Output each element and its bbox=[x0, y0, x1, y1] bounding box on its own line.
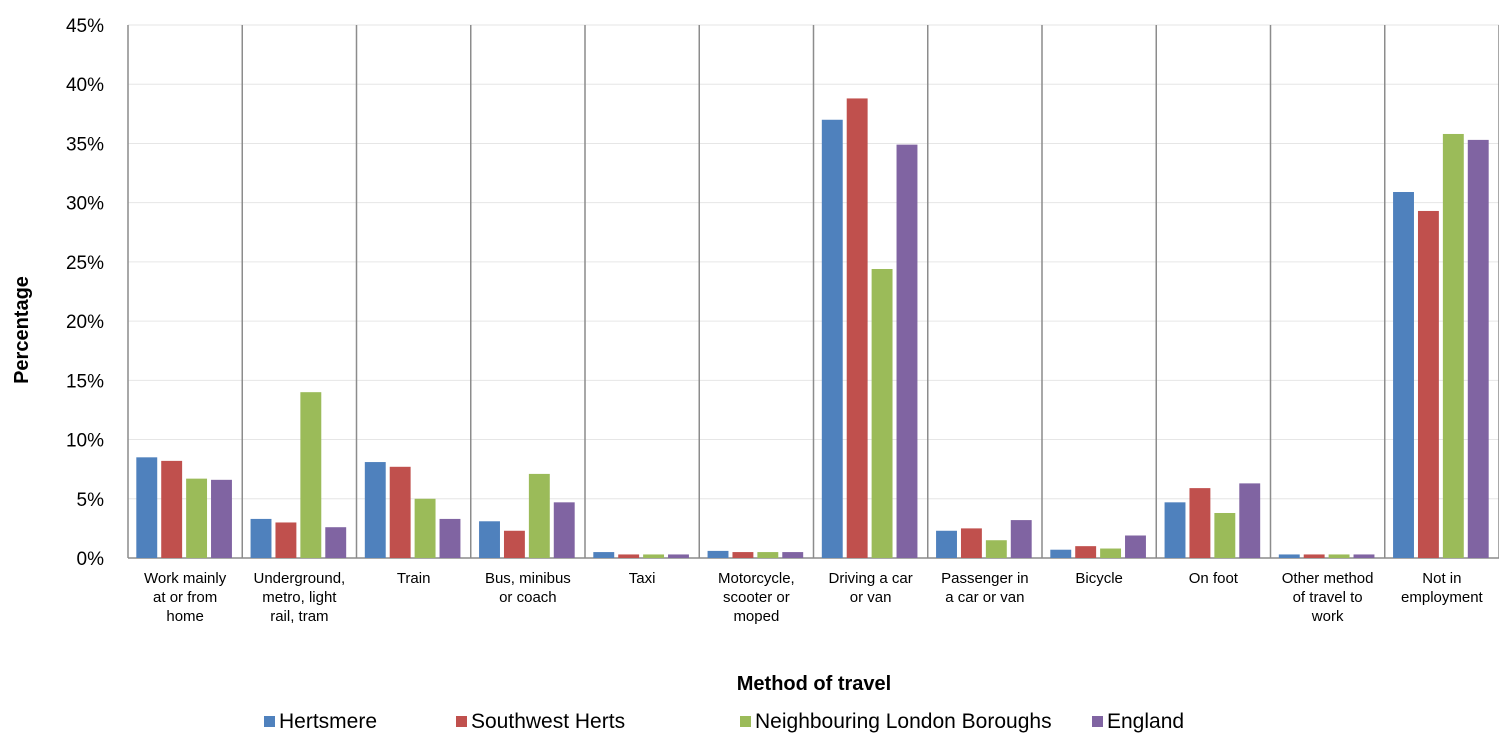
bar bbox=[668, 554, 689, 558]
bars bbox=[136, 98, 1489, 559]
bar bbox=[1442, 133, 1464, 559]
bar bbox=[896, 144, 918, 558]
y-tick-label: 40% bbox=[66, 75, 104, 96]
bar bbox=[1125, 535, 1146, 558]
y-tick-label: 25% bbox=[66, 253, 104, 274]
bar bbox=[871, 268, 893, 558]
bar bbox=[553, 502, 575, 558]
bar bbox=[593, 552, 615, 558]
bar bbox=[732, 552, 754, 558]
legend-swatch bbox=[456, 716, 467, 727]
bar bbox=[1467, 139, 1489, 558]
bar bbox=[479, 521, 500, 558]
legend-label: Southwest Herts bbox=[471, 710, 625, 733]
bar bbox=[325, 527, 347, 558]
bar bbox=[1189, 488, 1211, 558]
bar bbox=[439, 518, 461, 558]
bar bbox=[1239, 483, 1261, 558]
bar bbox=[389, 466, 411, 558]
bar bbox=[960, 528, 982, 558]
bar bbox=[1303, 554, 1325, 558]
x-category-label: Motorcycle, bbox=[718, 570, 795, 587]
bar bbox=[1164, 502, 1186, 558]
legend: Hertsmere Southwest Herts Neighbouring Lon… bbox=[264, 710, 1184, 733]
x-category-label: rail, tram bbox=[270, 608, 328, 625]
bar bbox=[1353, 554, 1375, 558]
x-category-label: metro, light bbox=[262, 589, 337, 606]
x-category-label: moped bbox=[733, 608, 779, 625]
x-category-label: On foot bbox=[1189, 570, 1239, 587]
x-category-label: Passenger in bbox=[941, 570, 1029, 587]
bar bbox=[1417, 210, 1439, 559]
bar bbox=[1393, 192, 1414, 559]
bar bbox=[821, 119, 843, 558]
x-category-label: work bbox=[1311, 608, 1344, 625]
bar bbox=[985, 540, 1007, 558]
bar bbox=[782, 552, 804, 558]
legend-swatch bbox=[740, 716, 751, 727]
bar bbox=[618, 554, 640, 558]
bar bbox=[300, 392, 322, 558]
bar bbox=[1100, 548, 1122, 558]
x-category-label: Other method bbox=[1282, 570, 1374, 587]
bar bbox=[186, 478, 208, 558]
x-category-label: of travel to bbox=[1293, 589, 1363, 606]
bar bbox=[1328, 554, 1350, 558]
x-category-label: Underground, bbox=[254, 570, 346, 587]
y-tick-label: 20% bbox=[66, 312, 104, 333]
bar bbox=[136, 457, 158, 558]
y-tick-label: 15% bbox=[66, 371, 104, 392]
legend-label: Hertsmere bbox=[279, 710, 377, 733]
x-category-label: Bicycle bbox=[1075, 570, 1123, 587]
bar bbox=[161, 460, 183, 558]
y-axis-title: Percentage bbox=[11, 276, 33, 384]
x-category-labels: Work mainly at or from home Underground, met… bbox=[144, 570, 1484, 625]
x-category-label: Taxi bbox=[629, 570, 656, 587]
bar bbox=[1278, 554, 1300, 558]
bar bbox=[1050, 549, 1072, 558]
bar bbox=[846, 98, 868, 559]
legend-label: England bbox=[1107, 710, 1184, 733]
bar bbox=[707, 550, 729, 558]
legend-label: Neighbouring London Boroughs bbox=[755, 710, 1052, 733]
x-category-label: Train bbox=[397, 570, 431, 587]
x-category-label: Driving a car bbox=[829, 570, 913, 587]
bar bbox=[414, 498, 436, 558]
x-category-label: employment bbox=[1401, 589, 1484, 606]
x-axis-title: Method of travel bbox=[737, 673, 891, 695]
x-category-label: scooter or bbox=[723, 589, 790, 606]
bar bbox=[250, 518, 272, 558]
x-category-label: Not in bbox=[1422, 570, 1461, 587]
x-category-label: a car or van bbox=[945, 589, 1024, 606]
bar bbox=[364, 462, 386, 558]
x-category-label: or coach bbox=[499, 589, 557, 606]
y-tick-label: 30% bbox=[66, 194, 104, 215]
x-category-label: Bus, minibus bbox=[485, 570, 571, 587]
bar bbox=[1214, 512, 1236, 558]
x-category-label: or van bbox=[850, 589, 892, 606]
y-tick-label: 5% bbox=[77, 490, 105, 511]
y-tick-label: 0% bbox=[77, 549, 105, 570]
bar bbox=[211, 479, 232, 558]
legend-swatch bbox=[264, 716, 275, 727]
y-tick-label: 10% bbox=[66, 431, 104, 452]
category-separators bbox=[127, 25, 1499, 559]
legend-swatch bbox=[1092, 716, 1103, 727]
x-category-label: home bbox=[166, 608, 204, 625]
y-tick-label: 45% bbox=[66, 16, 104, 37]
y-tick-label: 35% bbox=[66, 134, 104, 155]
bar bbox=[757, 552, 779, 558]
bar bbox=[936, 530, 957, 558]
bar bbox=[1010, 520, 1032, 558]
bar bbox=[643, 554, 665, 558]
x-category-label: Work mainly bbox=[144, 570, 227, 587]
bar bbox=[275, 522, 297, 558]
bar bbox=[528, 473, 550, 558]
x-category-label: at or from bbox=[153, 589, 217, 606]
bar bbox=[1075, 546, 1097, 558]
bar bbox=[503, 530, 525, 558]
y-tick-labels: 0% 5% 10% 15% 20% 25% 30% 35% 40% 45% bbox=[66, 16, 104, 570]
